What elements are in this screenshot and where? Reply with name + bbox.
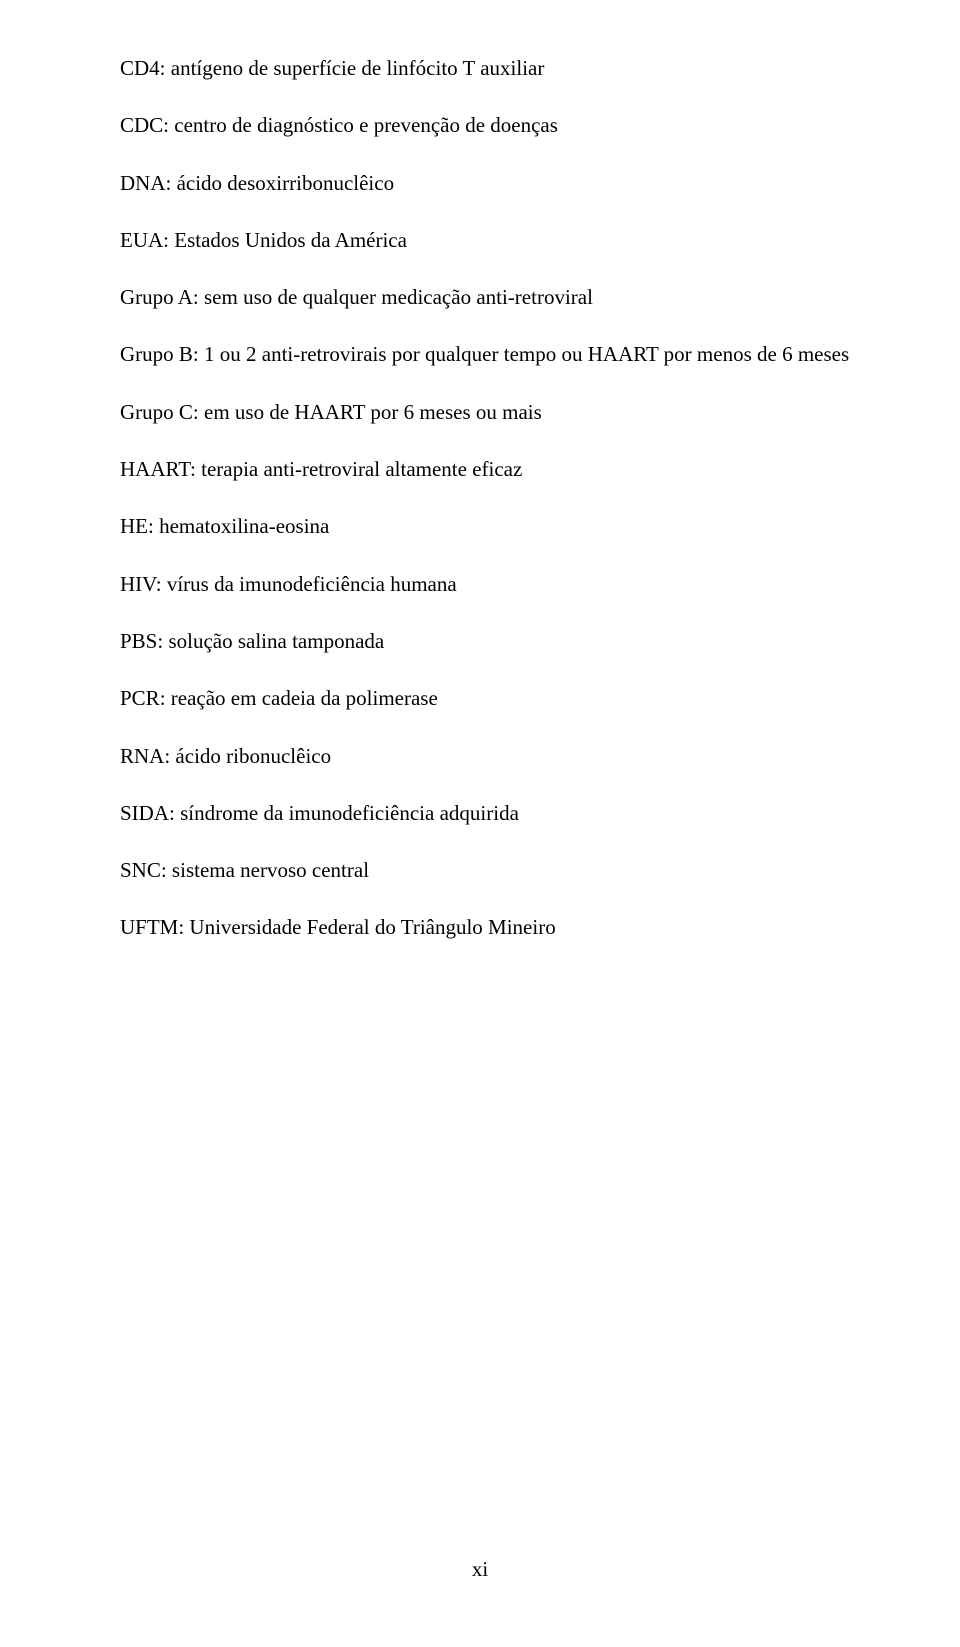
definitions-list: CD4: antígeno de superfície de linfócito… <box>120 55 885 942</box>
document-page: CD4: antígeno de superfície de linfócito… <box>0 0 960 1647</box>
definition-item: PBS: solução salina tamponada <box>120 628 885 655</box>
definition-item: Grupo C: em uso de HAART por 6 meses ou … <box>120 399 885 426</box>
definition-item: HAART: terapia anti-retroviral altamente… <box>120 456 885 483</box>
definition-item: DNA: ácido desoxirribonuclêico <box>120 170 885 197</box>
definition-item: CD4: antígeno de superfície de linfócito… <box>120 55 885 82</box>
definition-item: Grupo B: 1 ou 2 anti-retrovirais por qua… <box>120 341 885 368</box>
definition-item: HIV: vírus da imunodeficiência humana <box>120 571 885 598</box>
definition-item: HE: hematoxilina-eosina <box>120 513 885 540</box>
definition-item: Grupo A: sem uso de qualquer medicação a… <box>120 284 885 311</box>
definition-item: SIDA: síndrome da imunodeficiência adqui… <box>120 800 885 827</box>
definition-item: EUA: Estados Unidos da América <box>120 227 885 254</box>
definition-item: PCR: reação em cadeia da polimerase <box>120 685 885 712</box>
definition-item: UFTM: Universidade Federal do Triângulo … <box>120 914 885 941</box>
definition-item: CDC: centro de diagnóstico e prevenção d… <box>120 112 885 139</box>
page-number: xi <box>0 1557 960 1582</box>
definition-item: RNA: ácido ribonuclêico <box>120 743 885 770</box>
definition-item: SNC: sistema nervoso central <box>120 857 885 884</box>
